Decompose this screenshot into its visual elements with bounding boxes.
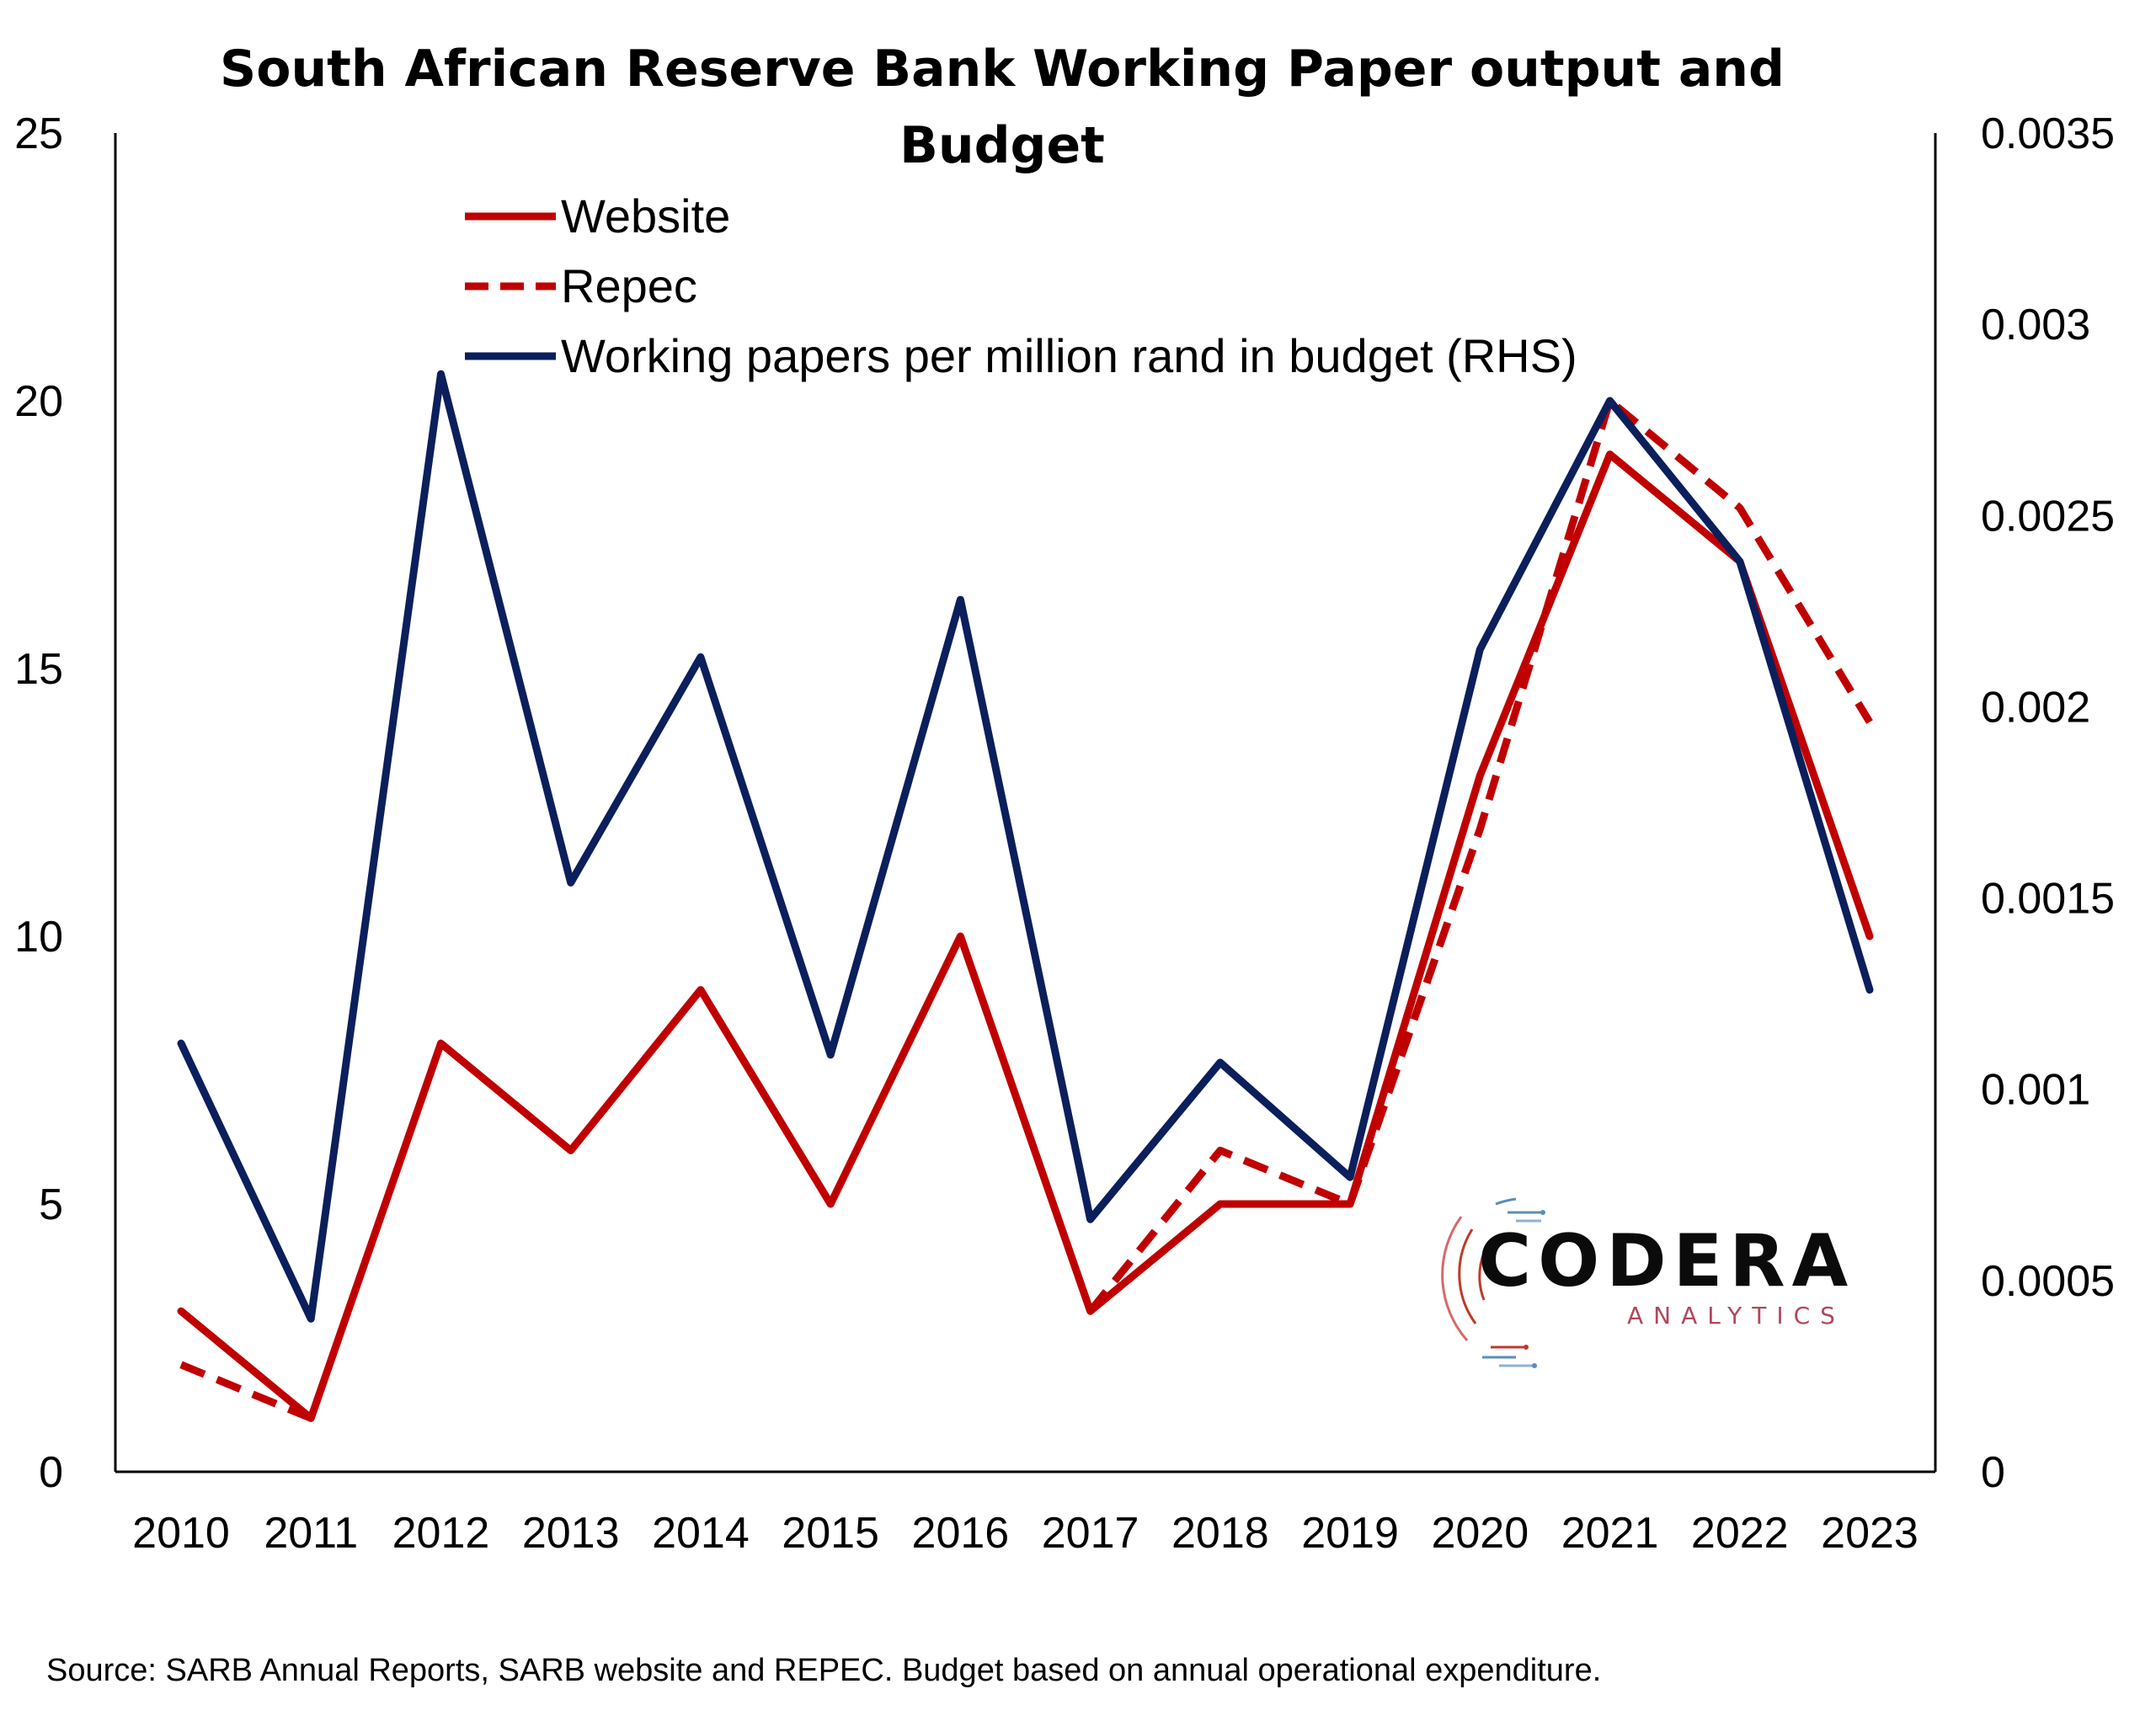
logo-tagline: ANALYTICS [1627, 1302, 1845, 1329]
left-y-tick-label: 0 [39, 1448, 63, 1497]
series-line [177, 450, 1874, 1422]
axes [114, 133, 1937, 1473]
series-lines [177, 370, 1874, 1422]
codera-logo: CODERA ANALYTICS [1441, 1197, 1854, 1368]
series-working-papers-per-million-rand-in-budget-rhs [177, 370, 1874, 1323]
source-note: Source: SARB Annual Reports, SARB websit… [46, 1653, 1601, 1688]
x-tick-label: 2011 [264, 1509, 358, 1558]
x-tick-label: 2016 [912, 1509, 1010, 1558]
legend: Website Repec Working papers per million… [465, 189, 1577, 382]
legend-label-budget: Working papers per million rand in budge… [561, 329, 1577, 382]
right-y-tick-label: 0.003 [1981, 301, 2090, 349]
x-tick-label: 2014 [652, 1509, 750, 1558]
right-y-tick-label: 0.0035 [1981, 109, 2115, 158]
x-tick-label: 2020 [1431, 1509, 1529, 1558]
right-y-tick-label: 0.002 [1981, 683, 2090, 732]
left-y-tick-label: 15 [14, 645, 63, 694]
logo-circuit-mark [1441, 1197, 1545, 1368]
series-line [1087, 397, 1873, 1314]
right-y-tick-label: 0.0015 [1981, 875, 2115, 924]
right-y-tick-label: 0.001 [1981, 1066, 2090, 1115]
x-tick-label: 2023 [1821, 1509, 1919, 1558]
series-repec [179, 397, 1873, 1422]
legend-label-repec: Repec [561, 259, 697, 312]
left-y-tick-label: 20 [14, 377, 63, 426]
x-tick-label: 2021 [1561, 1509, 1659, 1558]
series-line [179, 1361, 312, 1422]
chart-title-line-2: Budget [899, 116, 1105, 175]
series-website [177, 450, 1874, 1422]
x-tick-label: 2012 [392, 1509, 490, 1558]
right-y-tick-labels: 0 0.0005 0.001 0.0015 0.002 0.0025 0.003 0.0035 [1981, 109, 2115, 1497]
series-line [177, 370, 1874, 1323]
x-tick-label: 2017 [1042, 1509, 1139, 1558]
right-y-tick-label: 0.0025 [1981, 492, 2115, 541]
x-tick-label: 2019 [1301, 1509, 1399, 1558]
x-tick-label: 2010 [132, 1509, 230, 1558]
left-y-tick-labels: 0 5 10 15 20 25 [14, 109, 63, 1497]
x-tick-label: 2015 [782, 1509, 879, 1558]
logo-wordmark: CODERA [1478, 1219, 1854, 1303]
chart-title-line-1: South African Reserve Bank Working Paper… [220, 40, 1785, 99]
left-y-tick-label: 25 [14, 109, 63, 158]
left-y-tick-label: 10 [14, 913, 63, 962]
x-tick-label: 2018 [1171, 1509, 1269, 1558]
right-y-tick-label: 0.0005 [1981, 1257, 2115, 1306]
left-y-tick-label: 5 [39, 1180, 63, 1229]
x-tick-labels: 2010 2011 2012 2013 2014 2015 2016 2017 2018 2019… [132, 1509, 1919, 1558]
right-y-tick-label: 0 [1981, 1448, 2005, 1497]
x-tick-label: 2013 [522, 1509, 620, 1558]
x-tick-label: 2022 [1691, 1509, 1789, 1558]
legend-label-website: Website [561, 189, 730, 242]
